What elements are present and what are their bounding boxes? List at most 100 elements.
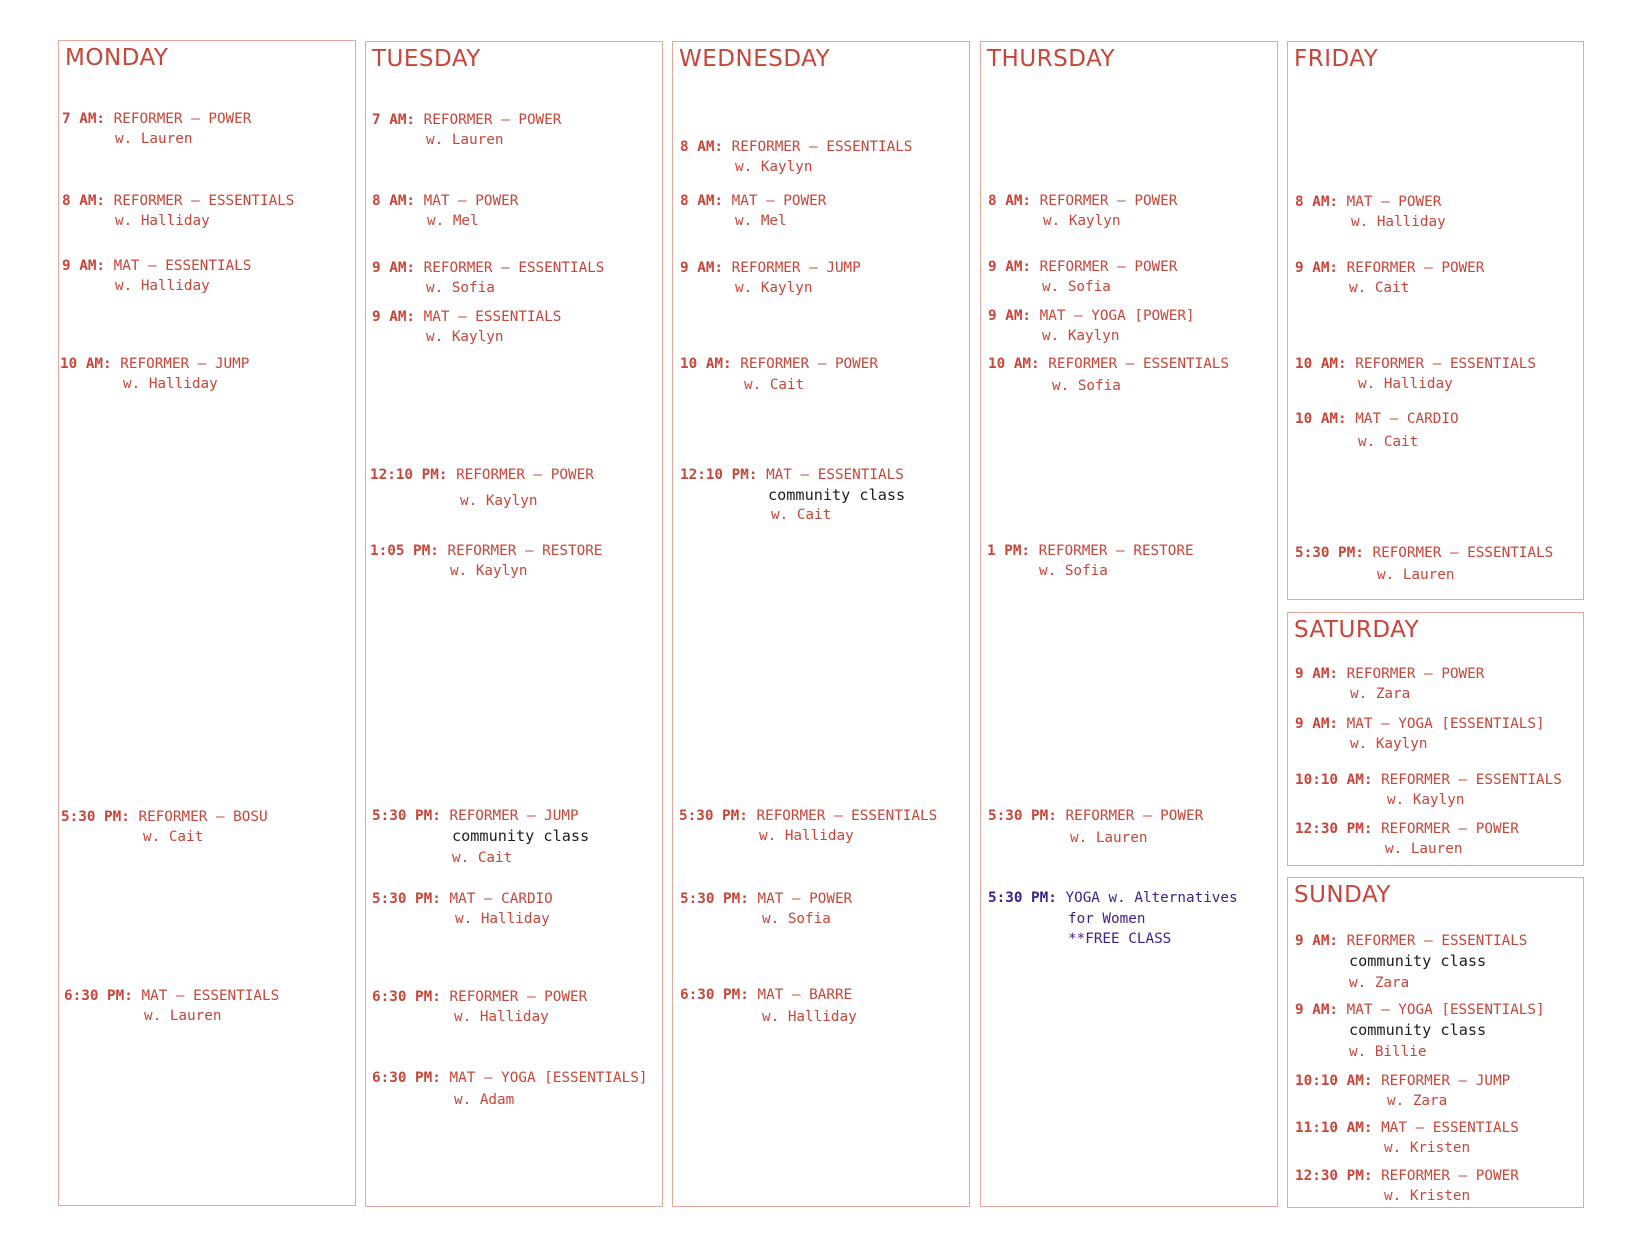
class-instructor: w. Kaylyn xyxy=(1043,213,1121,229)
class-name: REFORMER – POWER xyxy=(1381,1168,1519,1184)
class-name: REFORMER – JUMP xyxy=(120,356,250,372)
class-instructor: w. Cait xyxy=(1358,434,1419,450)
class-time: 5:30 PM: xyxy=(61,809,130,825)
class-time: 10:10 AM: xyxy=(1295,1073,1373,1089)
class-time: 9 AM: xyxy=(1295,666,1339,682)
class-time: 9 AM: xyxy=(988,259,1032,275)
day-column-sunday: SUNDAY 9 AM: REFORMER – ESSENTIALS commu… xyxy=(1287,877,1584,1208)
class-time: 8 AM: xyxy=(372,193,416,209)
class-time: 10:10 AM: xyxy=(1295,772,1373,788)
class-instructor: w. Cait xyxy=(143,829,204,845)
class-instructor: w. Halliday xyxy=(762,1009,857,1025)
class-instructor: w. Halliday xyxy=(115,213,210,229)
class-name: REFORMER – ESSENTIALS xyxy=(756,808,938,824)
class-entry-special: 5:30 PM: YOGA w. Alternatives for Women … xyxy=(988,888,1238,949)
day-column-thursday: THURSDAY 8 AM: REFORMER – POWER w. Kayly… xyxy=(980,41,1278,1207)
class-entry: 10:10 AM: REFORMER – JUMP w. Zara xyxy=(1295,1071,1510,1111)
class-name: MAT – YOGA [ESSENTIALS] xyxy=(1346,716,1545,732)
day-column-saturday: SATURDAY 9 AM: REFORMER – POWER w. Zara … xyxy=(1287,612,1584,866)
class-time: 5:30 PM: xyxy=(679,808,748,824)
class-name: MAT – ESSENTIALS xyxy=(141,988,280,1004)
class-instructor: w. Kaylyn xyxy=(460,493,538,509)
class-name: MAT – POWER xyxy=(423,193,519,209)
class-entry: 12:10 PM: REFORMER – POWER w. Kaylyn xyxy=(370,465,594,511)
class-instructor: w. Kristen xyxy=(1384,1188,1471,1204)
class-entry: 6:30 PM: MAT – YOGA [ESSENTIALS] w. Adam xyxy=(372,1068,647,1110)
class-time: 9 AM: xyxy=(372,309,416,325)
class-note: community class xyxy=(768,486,906,504)
class-note: community class xyxy=(1349,1021,1487,1039)
class-instructor: w. Kaylyn xyxy=(735,280,813,296)
class-time: 5:30 PM: xyxy=(372,891,441,907)
class-instructor: w. Sofia xyxy=(762,911,831,927)
class-name: MAT – ESSENTIALS xyxy=(1381,1120,1519,1136)
class-name: MAT – POWER xyxy=(757,891,853,907)
class-entry: 6:30 PM: MAT – BARRE w. Halliday xyxy=(680,985,857,1027)
class-note: community class xyxy=(452,827,590,845)
class-entry: 10 AM: REFORMER – ESSENTIALS w. Halliday xyxy=(1295,354,1536,394)
class-entry: 9 AM: MAT – YOGA [POWER] w. Kaylyn xyxy=(988,306,1195,346)
class-name: MAT – YOGA [POWER] xyxy=(1039,308,1195,324)
class-instructor: w. Lauren xyxy=(144,1008,222,1024)
class-name: MAT – BARRE xyxy=(757,987,853,1003)
free-class-note: **FREE CLASS xyxy=(1068,931,1172,947)
class-instructor: w. Halliday xyxy=(454,1009,549,1025)
class-time: 6:30 PM: xyxy=(680,987,749,1003)
class-name: REFORMER – ESSENTIALS xyxy=(423,260,605,276)
class-note: community class xyxy=(1349,952,1487,970)
class-name: REFORMER – BOSU xyxy=(138,809,268,825)
class-entry: 5:30 PM: REFORMER – POWER w. Lauren xyxy=(988,806,1203,848)
class-entry: 7 AM: REFORMER – POWER w. Lauren xyxy=(372,110,561,150)
class-entry: 9 AM: MAT – YOGA [ESSENTIALS] community … xyxy=(1295,1000,1545,1062)
class-instructor: w. Kristen xyxy=(1384,1140,1471,1156)
class-time: 10 AM: xyxy=(680,356,732,372)
class-entry: 8 AM: MAT – POWER w. Halliday xyxy=(1295,192,1446,232)
class-entry: 9 AM: REFORMER – POWER w. Zara xyxy=(1295,664,1484,704)
class-instructor: w. Cait xyxy=(771,507,832,523)
class-instructor: w. Cait xyxy=(452,850,513,866)
class-instructor: w. Kaylyn xyxy=(450,563,528,579)
class-name: MAT – ESSENTIALS xyxy=(423,309,562,325)
class-instructor: w. Halliday xyxy=(1358,376,1453,392)
day-title: SUNDAY xyxy=(1294,882,1391,908)
day-title: MONDAY xyxy=(65,45,169,71)
class-time: 8 AM: xyxy=(680,193,724,209)
class-time: 9 AM: xyxy=(62,258,106,274)
class-name: REFORMER – RESTORE xyxy=(1038,543,1194,559)
class-time: 9 AM: xyxy=(1295,933,1339,949)
class-instructor: w. Cait xyxy=(1349,280,1410,296)
class-name: REFORMER – ESSENTIALS xyxy=(1355,356,1537,372)
class-instructor: w. Lauren xyxy=(1385,841,1463,857)
class-instructor: w. Sofia xyxy=(1039,563,1108,579)
class-instructor: w. Mel xyxy=(427,213,479,229)
class-name: MAT – YOGA [ESSENTIALS] xyxy=(1346,1002,1545,1018)
class-time: 7 AM: xyxy=(372,112,416,128)
class-entry: 8 AM: REFORMER – ESSENTIALS w. Kaylyn xyxy=(680,137,912,177)
class-name: MAT – POWER xyxy=(731,193,827,209)
class-name: REFORMER – POWER xyxy=(1381,821,1519,837)
class-name: REFORMER – POWER xyxy=(113,111,252,127)
class-entry: 12:30 PM: REFORMER – POWER w. Kristen xyxy=(1295,1166,1519,1206)
class-time: 11:10 AM: xyxy=(1295,1120,1373,1136)
class-entry: 9 AM: REFORMER – ESSENTIALS community cl… xyxy=(1295,931,1527,993)
class-name: MAT – YOGA [ESSENTIALS] xyxy=(449,1070,648,1086)
class-name: REFORMER – ESSENTIALS xyxy=(113,193,295,209)
day-column-monday: MONDAY 7 AM: REFORMER – POWER w. Lauren … xyxy=(58,40,356,1206)
class-entry: 12:10 PM: MAT – ESSENTIALS community cla… xyxy=(680,465,905,525)
class-name: REFORMER – RESTORE xyxy=(447,543,603,559)
class-name: REFORMER – ESSENTIALS xyxy=(731,139,913,155)
class-time: 12:30 PM: xyxy=(1295,821,1373,837)
class-entry: 9 AM: REFORMER – POWER w. Cait xyxy=(1295,258,1484,298)
class-time: 10 AM: xyxy=(988,356,1040,372)
class-entry: 8 AM: REFORMER – ESSENTIALS w. Halliday xyxy=(62,191,294,231)
class-instructor: w. Zara xyxy=(1387,1093,1448,1109)
day-title: SATURDAY xyxy=(1294,617,1420,643)
class-time: 6:30 PM: xyxy=(64,988,133,1004)
class-name: REFORMER – POWER xyxy=(449,989,588,1005)
class-time: 6:30 PM: xyxy=(372,1070,441,1086)
class-entry: 6:30 PM: REFORMER – POWER w. Halliday xyxy=(372,987,587,1027)
day-column-wednesday: WEDNESDAY 8 AM: REFORMER – ESSENTIALS w.… xyxy=(672,41,970,1207)
class-entry: 1 PM: REFORMER – RESTORE w. Sofia xyxy=(987,541,1194,581)
class-instructor: w. Kaylyn xyxy=(1042,328,1120,344)
class-instructor: w. Billie xyxy=(1349,1044,1427,1060)
